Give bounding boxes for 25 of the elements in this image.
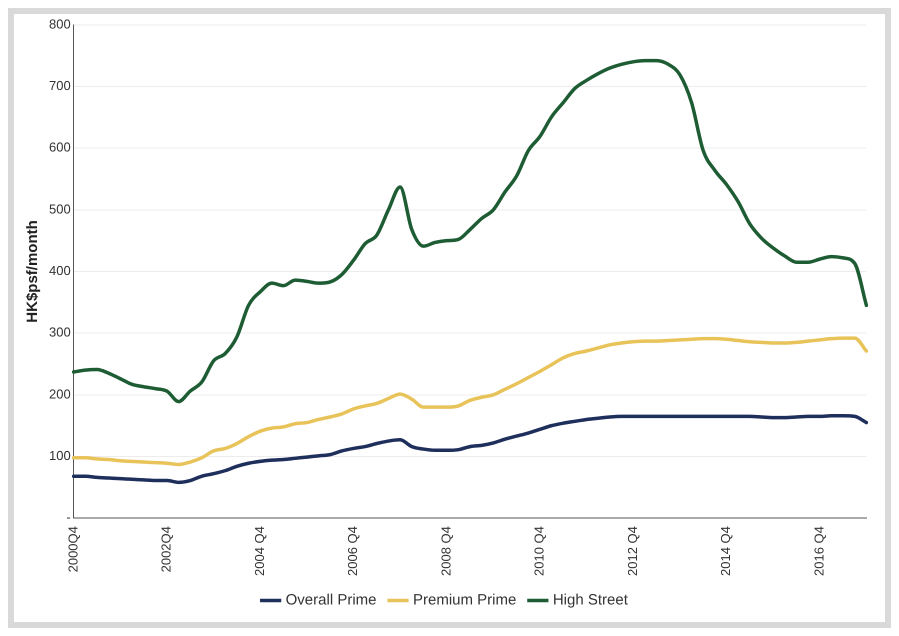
line-series <box>72 58 868 404</box>
y-tick-label: 300 <box>48 324 71 340</box>
y-tick-label: 400 <box>48 263 71 278</box>
x-tick-label: 2012 Q4 <box>624 526 640 576</box>
y-tick-label: 100 <box>48 448 71 464</box>
x-tick-label: 2006 Q4 <box>345 526 360 576</box>
y-tick-label: - <box>66 510 71 525</box>
x-tick-label: 2000Q4 <box>65 526 80 572</box>
y-tick-label: 500 <box>48 201 71 216</box>
y-tick-label: 200 <box>48 386 71 402</box>
y-tick-label: 700 <box>48 78 71 94</box>
x-tick-label: 2016 Q4 <box>811 526 826 576</box>
legend-label: Overall Prime <box>286 592 376 609</box>
legend-label: Premium Prime <box>412 592 516 609</box>
x-tick-label: 2008 Q4 <box>438 526 454 576</box>
legend-label: High Street <box>552 592 629 609</box>
x-tick-label: 2014 Q4 <box>718 526 734 576</box>
x-tick-label: 2004 Q4 <box>252 526 267 576</box>
x-tick-label: 2002Q4 <box>158 526 174 572</box>
y-tick-label: 800 <box>48 16 71 32</box>
line-series <box>72 414 868 484</box>
x-tick-label: 2010 Q4 <box>532 526 547 576</box>
y-tick-label: 600 <box>48 140 71 155</box>
y-axis-title: HK$psf/month <box>24 220 42 323</box>
line-series <box>72 336 868 466</box>
